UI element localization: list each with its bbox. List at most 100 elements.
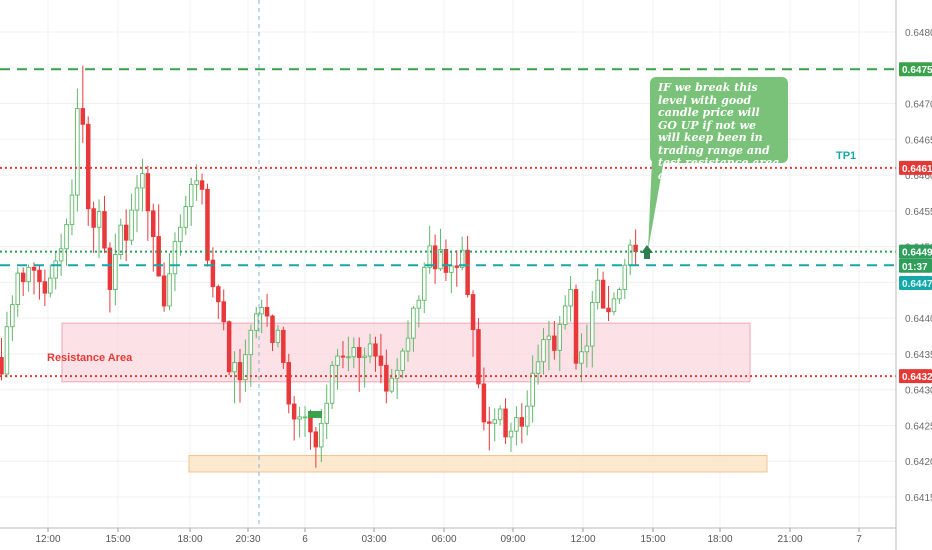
candle-down — [286, 353, 292, 414]
price-zone — [188, 455, 768, 473]
candle-down — [205, 183, 210, 267]
x-tick-label: 6 — [302, 534, 308, 545]
candle-down — [226, 320, 232, 376]
candle-up — [232, 351, 237, 404]
candle-down — [80, 65, 86, 143]
x-tick-label: 15:00 — [640, 534, 665, 545]
candle-down — [37, 265, 42, 300]
candle-up — [627, 239, 633, 276]
candle-up — [188, 177, 194, 226]
candle-down — [600, 271, 606, 309]
time-axis[interactable]: 12:00 15:00 18:00 20:30 6 03:00 06:00 09:00 12:0… — [0, 527, 896, 545]
candle-up — [26, 264, 31, 292]
candle-up — [541, 328, 546, 375]
candle-up — [10, 295, 15, 342]
x-tick-label: 12:00 — [35, 534, 60, 545]
y-tick-label: 0.6415 — [905, 493, 932, 504]
price-axis[interactable]: 0.64800.64750.64700.64650.64600.64550.64… — [895, 0, 932, 550]
x-tick-label: 7 — [856, 534, 862, 545]
candle-up — [53, 252, 58, 290]
analysis-note[interactable]: IF we break this level with good candle … — [650, 77, 788, 181]
x-tick-label: 06:00 — [431, 534, 456, 545]
svg-text:01:37: 01:37 — [902, 262, 928, 273]
candle-up — [492, 408, 497, 442]
candle-down — [552, 321, 557, 360]
candle-up — [183, 195, 189, 236]
candle-down — [123, 209, 129, 261]
candle-up — [514, 406, 519, 446]
candle-up — [75, 88, 80, 212]
candle-up — [134, 175, 140, 233]
candle-up — [64, 218, 69, 266]
candle-down — [85, 116, 91, 226]
candle-up — [427, 225, 432, 274]
candle-up — [394, 358, 400, 399]
svg-text:0.6449: 0.6449 — [902, 248, 932, 259]
candle-down — [151, 203, 156, 272]
candle-up — [69, 179, 75, 236]
candle-up — [129, 193, 134, 246]
candle-down — [0, 338, 4, 381]
candle-down — [313, 426, 319, 468]
candle-down — [432, 234, 438, 284]
price-label-countdown: 01:37 — [899, 258, 932, 273]
candle-up — [389, 368, 394, 394]
candle-up — [118, 218, 123, 260]
candle-up — [530, 355, 535, 423]
x-tick-label: 12:00 — [570, 534, 595, 545]
candle-down — [221, 289, 226, 331]
price-label-upper_green: 0.6475 — [899, 62, 932, 77]
candle-down — [264, 293, 270, 327]
candle-down — [20, 267, 26, 296]
candle-down — [270, 314, 275, 352]
candle-up — [367, 333, 373, 364]
candle-up — [568, 275, 573, 322]
candle-up — [438, 228, 443, 271]
svg-text:0.6461: 0.6461 — [902, 164, 932, 175]
horizontal-levels — [0, 68, 896, 378]
x-tick-label: 15:00 — [105, 534, 130, 545]
candle-up — [362, 347, 367, 388]
candle-up — [622, 258, 628, 299]
candle-up — [411, 305, 416, 352]
candle-up — [113, 233, 118, 306]
candle-down — [519, 403, 525, 444]
candle-down — [107, 242, 113, 313]
candle-up — [194, 164, 199, 201]
candle-down — [476, 318, 481, 389]
candle-up — [259, 299, 264, 334]
candle-down — [373, 336, 378, 372]
svg-text:0.6432: 0.6432 — [902, 372, 932, 383]
candle-up — [243, 339, 248, 392]
candle-down — [340, 341, 346, 369]
x-tick-label: 20:30 — [235, 534, 260, 545]
candle-down — [161, 262, 167, 312]
candle-down — [291, 396, 297, 441]
candle-up — [422, 262, 427, 314]
arrow-stem — [644, 253, 650, 259]
candle-down — [487, 406, 492, 451]
candle-down — [199, 173, 205, 205]
candle-down — [573, 284, 579, 370]
candle-up — [351, 337, 357, 369]
candle-down — [470, 290, 476, 357]
candle-down — [454, 250, 460, 287]
candle-up — [579, 333, 584, 382]
candle-down — [633, 229, 638, 265]
price-label-red_top: 0.6461 — [899, 160, 932, 175]
candle-up — [302, 406, 308, 437]
candle-down — [42, 269, 48, 306]
candle-down — [237, 348, 243, 403]
candle-up — [167, 253, 172, 311]
candle-up — [140, 158, 145, 212]
price-axis-labels: 0.6475 0.6461 0.6449 01:37 0.6447 0.6432 — [899, 62, 932, 384]
candle-up — [275, 325, 281, 348]
candle-down — [378, 333, 384, 384]
candle-up — [584, 324, 590, 368]
price-label-red_bottom: 0.6432 — [899, 369, 932, 384]
